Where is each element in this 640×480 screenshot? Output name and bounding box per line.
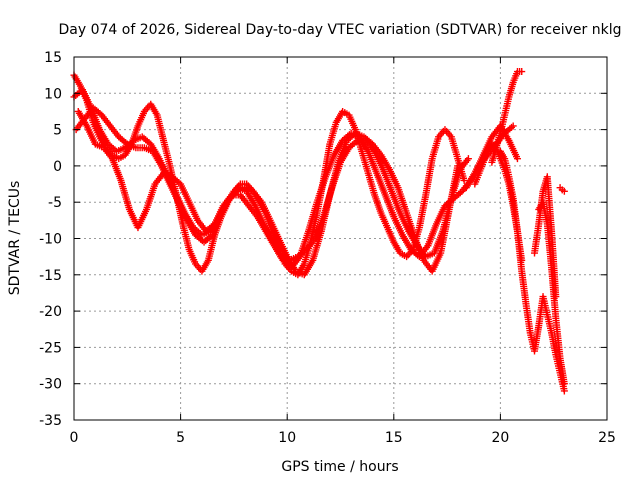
x-tick-label: 0: [70, 430, 79, 446]
y-tick-label: -30: [39, 377, 62, 393]
data-point: [552, 293, 560, 301]
y-tick-label: -25: [39, 340, 62, 356]
y-axis-label: SDTVAR / TECUs: [7, 181, 23, 296]
y-tick-label: 15: [44, 50, 62, 66]
y-tick-label: -10: [39, 232, 62, 248]
y-tick-label: -5: [48, 195, 62, 211]
y-tick-label: 0: [53, 159, 62, 175]
y-tick-label: 10: [44, 86, 62, 102]
y-tick-label: -35: [39, 413, 62, 429]
x-tick-label: 15: [385, 430, 403, 446]
data-point: [518, 68, 526, 76]
y-tick-label: 5: [53, 123, 62, 139]
axis-ticks: 0 5 10 15 20 25 15 10 5 0 -5 -10 -15 -20 -25 -30 -35: [39, 50, 616, 446]
x-tick-label: 10: [278, 430, 296, 446]
data-point: [464, 155, 472, 163]
data-points: [70, 68, 568, 395]
data-point: [460, 176, 468, 184]
x-tick-label: 20: [491, 430, 509, 446]
y-tick-label: -20: [39, 304, 62, 320]
x-tick-label: 5: [176, 430, 185, 446]
data-point: [560, 380, 568, 388]
x-axis-label: GPS time / hours: [281, 459, 398, 475]
data-point: [560, 387, 568, 395]
data-point: [513, 155, 521, 163]
chart-title: Day 074 of 2026, Sidereal Day-to-day VTE…: [59, 22, 622, 38]
y-tick-label: -15: [39, 268, 62, 284]
x-tick-label: 25: [598, 430, 616, 446]
data-point: [560, 187, 568, 195]
data-point: [509, 122, 517, 130]
